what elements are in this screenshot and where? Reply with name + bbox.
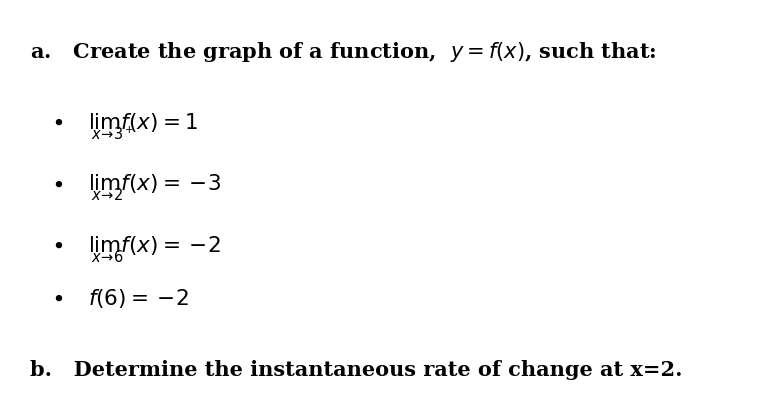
Text: a.   Create the graph of a function,  $y = f(x)$, such that:: a. Create the graph of a function, $y = …: [30, 40, 657, 64]
Text: $\lim f(x) =-\!3$: $\lim f(x) =-\!3$: [88, 172, 221, 195]
Text: $\bullet$: $\bullet$: [51, 111, 63, 133]
Text: $\bullet$: $\bullet$: [51, 172, 63, 194]
Text: $\lim f(x) = 1$: $\lim f(x) = 1$: [88, 111, 197, 134]
Text: $x\!\rightarrow\!6$: $x\!\rightarrow\!6$: [91, 249, 124, 265]
Text: b.   Determine the instantaneous rate of change at x=2.: b. Determine the instantaneous rate of c…: [30, 360, 683, 381]
Text: $f(6) =-\!2$: $f(6) =-\!2$: [88, 287, 188, 310]
Text: $\bullet$: $\bullet$: [51, 234, 63, 256]
Text: $x\!\rightarrow\!2$: $x\!\rightarrow\!2$: [91, 187, 123, 203]
Text: $x\!\rightarrow\!3^+$: $x\!\rightarrow\!3^+$: [91, 126, 135, 143]
Text: $\bullet$: $\bullet$: [51, 287, 63, 309]
Text: $\lim f(x) =-\!2$: $\lim f(x) =-\!2$: [88, 234, 220, 257]
